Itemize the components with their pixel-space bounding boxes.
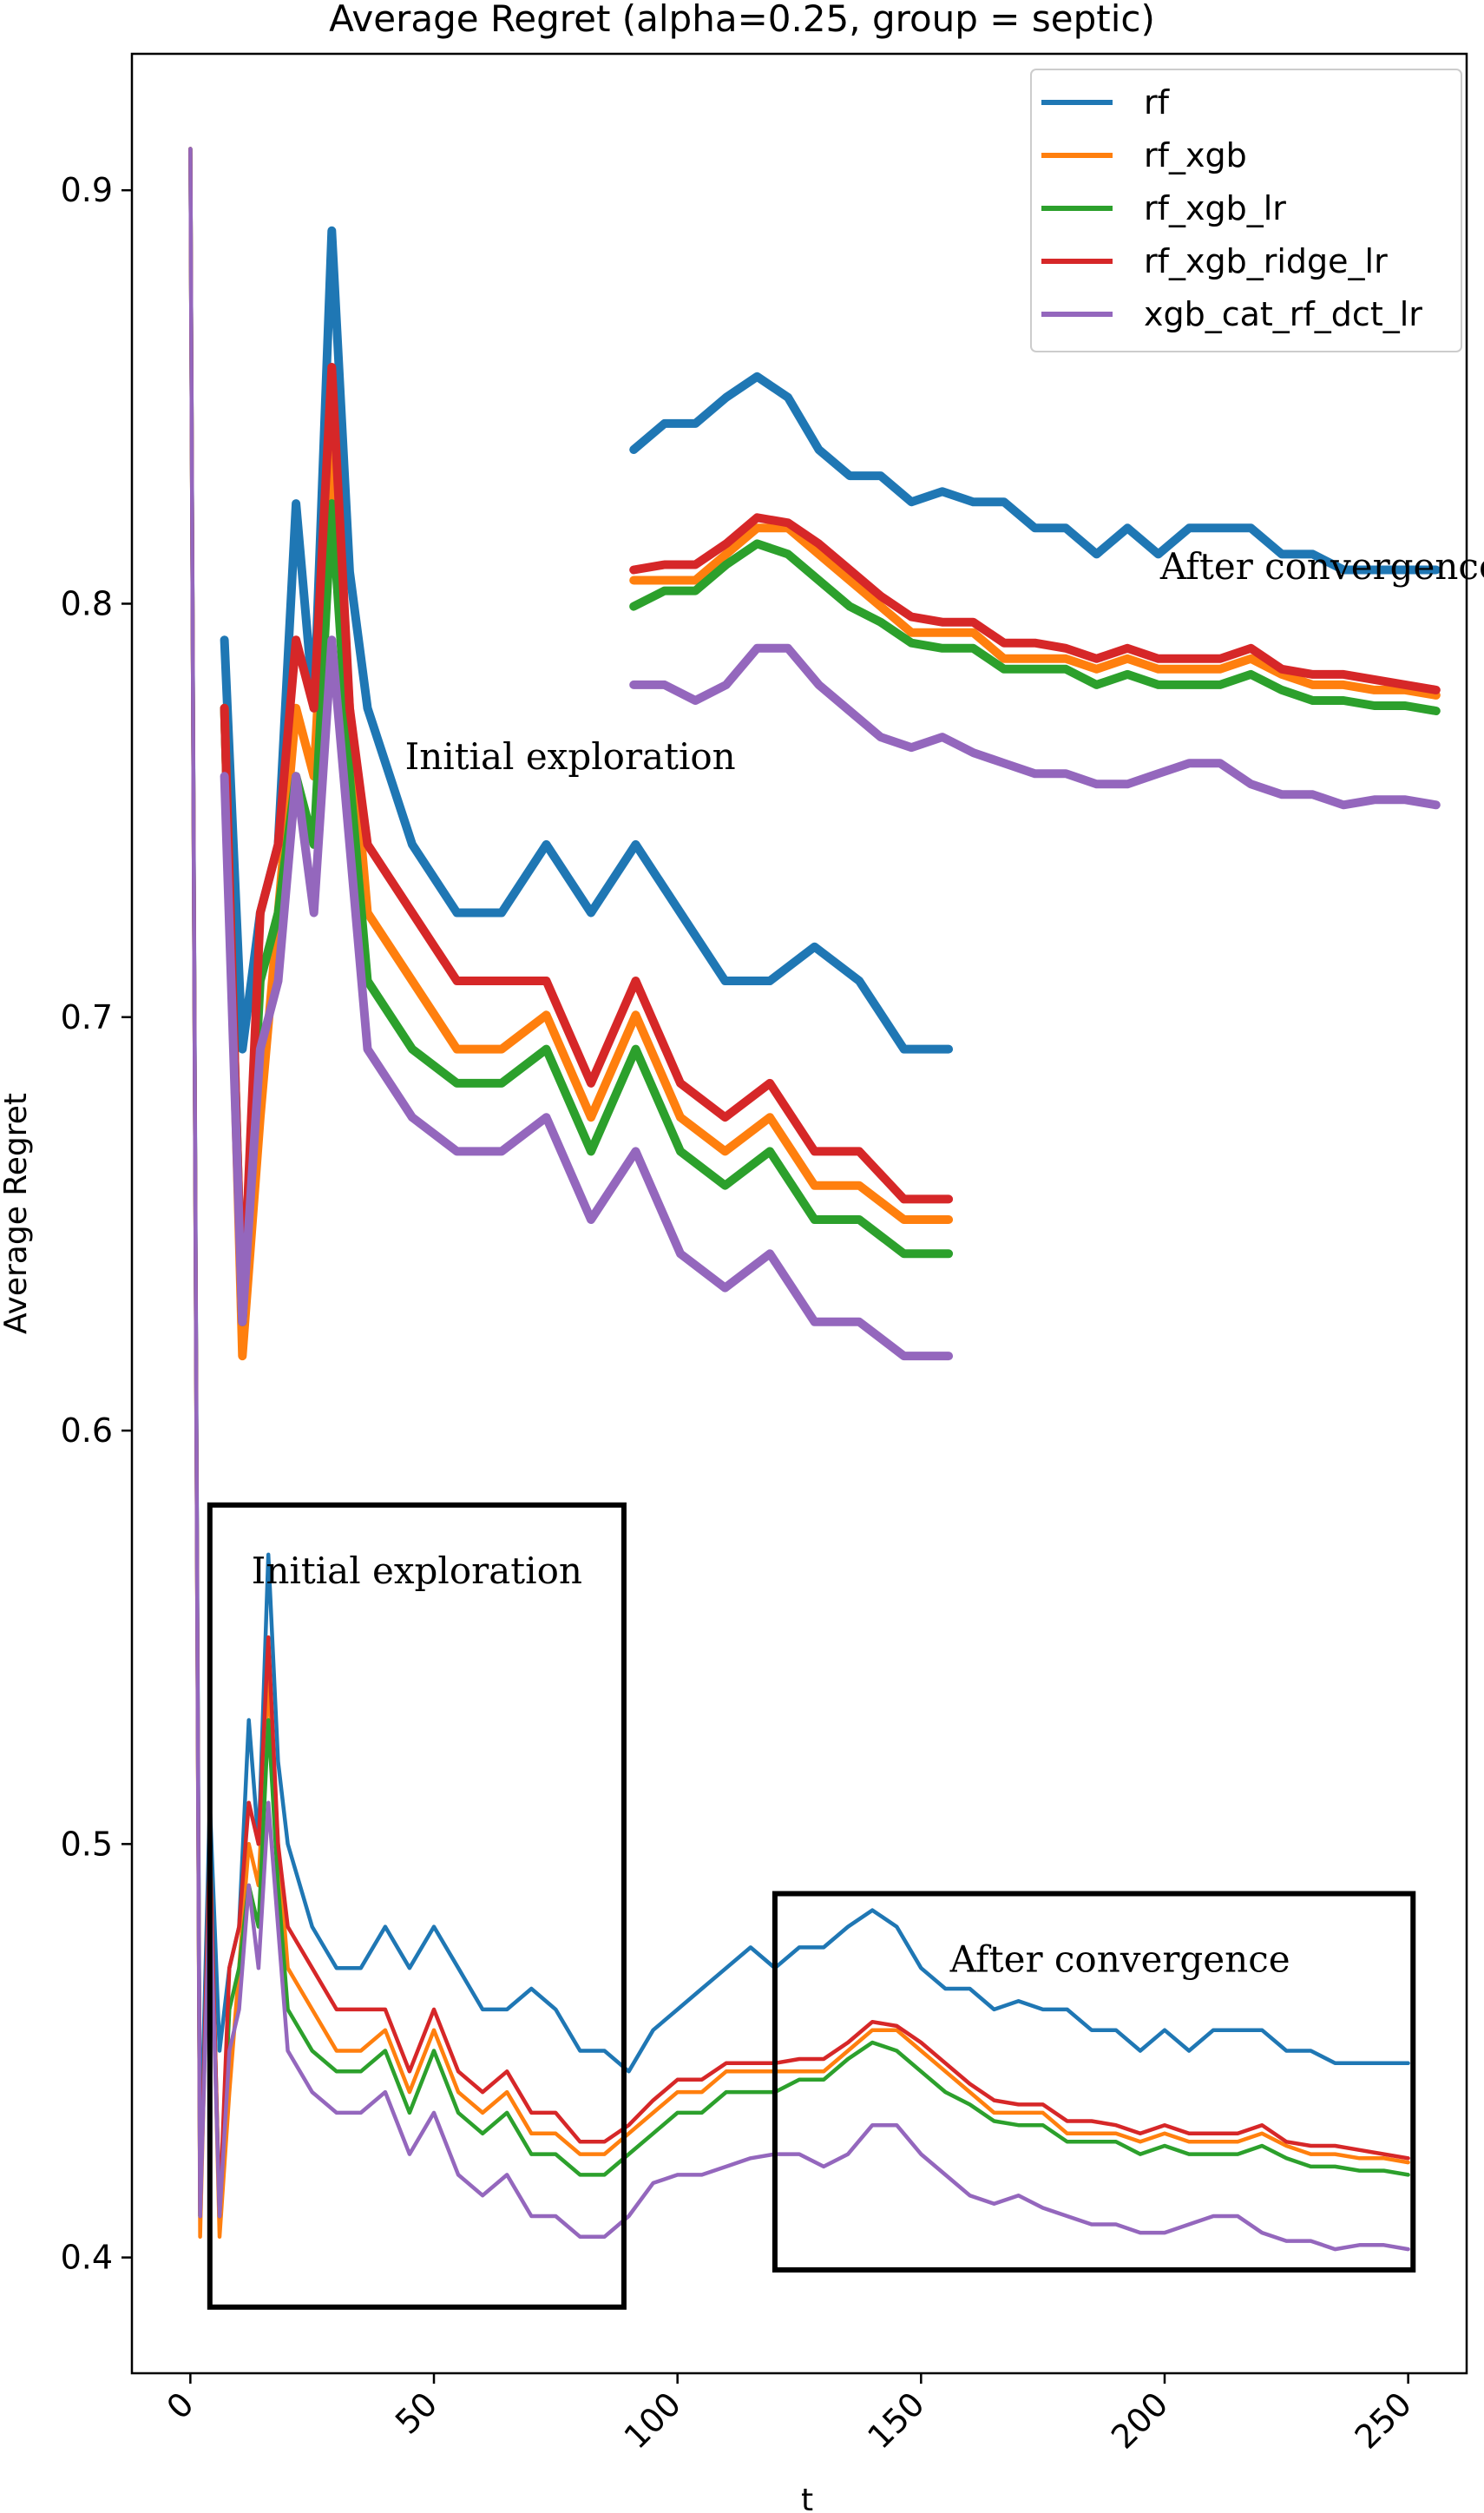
inset-series-line-xgb-cat-rf-dct-lr — [629, 643, 1441, 810]
legend-label-rf-xgb: rf_xgb — [1144, 136, 1247, 174]
inset-series-line-rf-xgb-ridge-lr — [220, 363, 954, 1326]
x-axis-label: t — [801, 2483, 813, 2513]
inset-series-line-rf-xgb — [220, 431, 954, 1361]
y-tick-label: 0.4 — [61, 2239, 113, 2277]
plot-area-frame — [130, 52, 1468, 2375]
zoom-annotation-2: After convergence — [1159, 545, 1484, 588]
legend-label-rf: rf — [1144, 83, 1171, 122]
x-tick-label: 250 — [1348, 2385, 1419, 2456]
zoomed-inset-1 — [220, 226, 954, 1361]
inset-series-line-rf-xgb — [629, 523, 1441, 700]
inset-series-line-rf-xgb-lr — [629, 539, 1441, 715]
legend: rf rf_xgb rf_xgb_lr rf_xgb_ridge_lr xgb_cat_… — [1030, 69, 1462, 352]
legend-label-rf-xgb-lr: rf_xgb_lr — [1144, 189, 1286, 227]
inset-series-line-xgb-cat-rf-dct-lr — [220, 635, 954, 1361]
legend-label-xgb-cat-rf-dct-lr: xgb_cat_rf_dct_lr — [1144, 295, 1422, 333]
series-line-rf-xgb-lr — [188, 147, 1410, 2219]
x-tick-label: 200 — [1104, 2385, 1175, 2456]
series-line-rf-xgb-ridge-lr — [188, 147, 1410, 2219]
y-tick-label: 0.6 — [61, 1411, 113, 1450]
series-line-rf — [188, 147, 1410, 2177]
x-tick-label: 50 — [388, 2385, 444, 2441]
series-line-xgb-cat-rf-dct-lr — [188, 147, 1410, 2252]
y-tick-label: 0.7 — [61, 998, 113, 1036]
series-layer — [188, 147, 1441, 2252]
y-tick-label: 0.5 — [61, 1825, 113, 1863]
box-annotation-1: Initial exploration — [252, 1549, 582, 1592]
inset-box-2 — [772, 1891, 1416, 2273]
y-tick-label: 0.8 — [61, 584, 113, 622]
y-axis-label: Average Regret — [0, 1093, 34, 1334]
x-tick-label: 0 — [160, 2385, 201, 2426]
inset-series-line-rf-xgb-ridge-lr — [629, 513, 1441, 694]
inset-box-layer — [207, 1502, 1416, 2310]
axis-layer: 0.4 0.5 0.6 0.7 0.8 0.9 0 50 100 150 200 250 — [61, 171, 1419, 2456]
inset-series-line-rf — [629, 372, 1441, 575]
chart-title: Average Regret (alpha=0.25, group = sept… — [329, 0, 1155, 40]
inset-series-line-rf — [220, 226, 954, 1054]
zoomed-inset-2 — [629, 372, 1441, 810]
y-tick-label: 0.9 — [61, 171, 113, 209]
x-tick-label: 150 — [860, 2385, 931, 2456]
annotation-layer: Initial exploration Initial exploration Af… — [252, 545, 1484, 1981]
legend-label-rf-xgb-ridge-lr: rf_xgb_ridge_lr — [1144, 242, 1388, 280]
inset-box-1 — [207, 1502, 627, 2310]
legend-frame — [1030, 69, 1462, 352]
box-annotation-2: After convergence — [949, 1938, 1290, 1981]
x-tick-label: 100 — [617, 2385, 688, 2456]
zoom-annotation-1: Initial exploration — [405, 735, 736, 778]
